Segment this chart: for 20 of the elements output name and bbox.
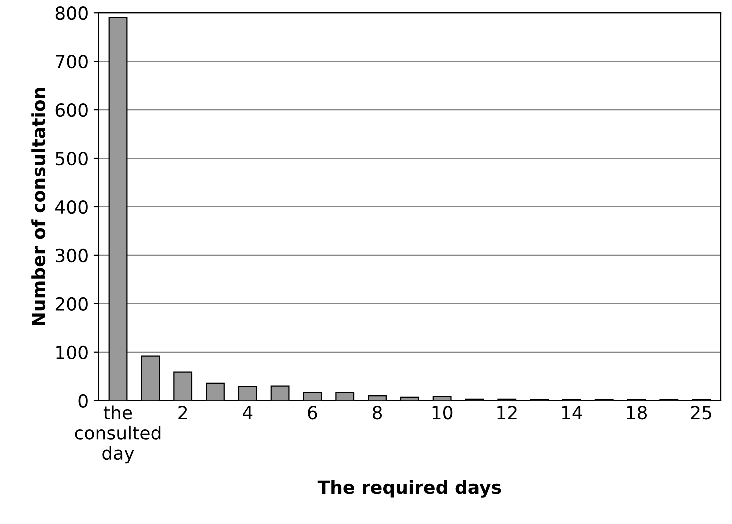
- x-tick-label: 14: [562, 406, 582, 420]
- y-tick-label: 600: [56, 104, 88, 118]
- x-tick-label: 4: [243, 406, 253, 420]
- x-tick-label: 2: [178, 406, 188, 420]
- x-tick-label: 12: [498, 406, 517, 420]
- y-tick-label: 300: [56, 248, 88, 263]
- x-tick-label: 18: [627, 406, 648, 420]
- y-tick-label: 0: [78, 394, 88, 408]
- x-tick-label: 6: [308, 406, 318, 420]
- y-tick-label: 200: [56, 297, 88, 312]
- x-axis-title: The required days: [318, 480, 502, 498]
- y-tick-label: 700: [56, 55, 88, 69]
- x-tick-label: 8: [372, 406, 382, 420]
- x-tick-label: 10: [432, 406, 453, 420]
- x-tick-label: 25: [691, 406, 712, 420]
- y-tick-label: 500: [56, 152, 88, 166]
- y-tick-label: 800: [56, 6, 88, 20]
- y-tick-label: 400: [56, 200, 88, 214]
- y-tick-label: 100: [56, 346, 88, 360]
- y-axis-title: Number of consultation: [32, 88, 46, 326]
